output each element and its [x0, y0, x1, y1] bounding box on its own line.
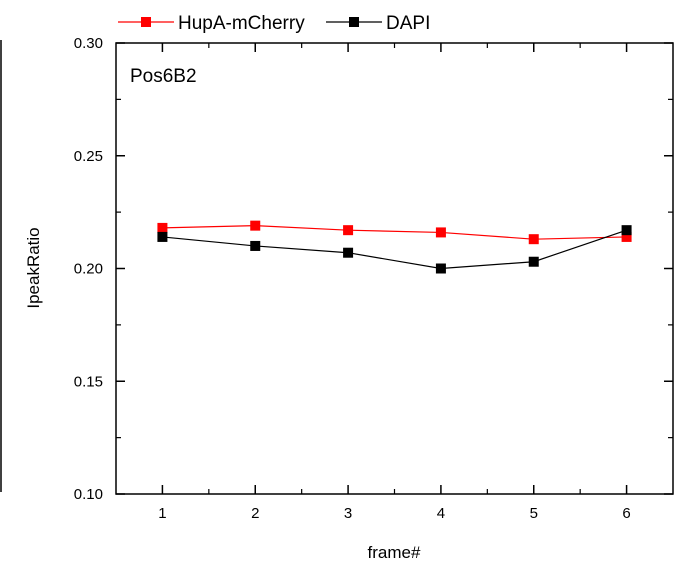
y-tick-label: 0.30: [74, 35, 103, 52]
series-1-point: [157, 222, 168, 233]
legend-marker-1: [141, 17, 151, 27]
plot-frame: [115, 42, 674, 495]
y-tick-label: 0.10: [74, 486, 103, 503]
x-axis-title: frame#: [368, 543, 421, 562]
legend-marker-2: [349, 17, 359, 27]
series-2-point: [343, 247, 354, 258]
series-2-point: [435, 263, 446, 274]
x-tick-label: 1: [158, 505, 166, 522]
legend-label-1: HupA-mCherry: [178, 13, 305, 34]
series-2-point: [157, 231, 168, 242]
y-tick-label: 0.25: [74, 148, 103, 165]
series-line-1: [162, 225, 627, 240]
y-axis-title: IpeakRatio: [24, 227, 43, 308]
x-tick-label: 4: [437, 505, 445, 522]
x-tick-label: 5: [530, 505, 538, 522]
x-tick-label: 6: [622, 505, 630, 522]
series-1-point: [343, 225, 354, 236]
legend-label-2: DAPI: [386, 13, 430, 34]
chart-annotation: Pos6B2: [130, 66, 197, 87]
series-2-point: [528, 256, 539, 267]
series-1-point: [250, 220, 261, 231]
series-2-point: [621, 225, 632, 236]
y-tick-label: 0.15: [74, 373, 103, 390]
series-1-point: [435, 227, 446, 238]
series-layer: [157, 220, 632, 274]
x-tick-label: 2: [251, 505, 259, 522]
x-tick-label: 3: [344, 505, 352, 522]
axis-ticks: 1 2 3 4 5 6 0.10 0.15 0.20 0.25 0.30: [74, 35, 673, 522]
y-tick-label: 0.20: [74, 261, 103, 278]
legend: HupA-mCherry DAPI: [118, 13, 430, 34]
series-2-point: [250, 240, 261, 251]
series-line-2: [162, 229, 627, 270]
series-1-point: [621, 231, 632, 242]
series-1-point: [528, 234, 539, 245]
